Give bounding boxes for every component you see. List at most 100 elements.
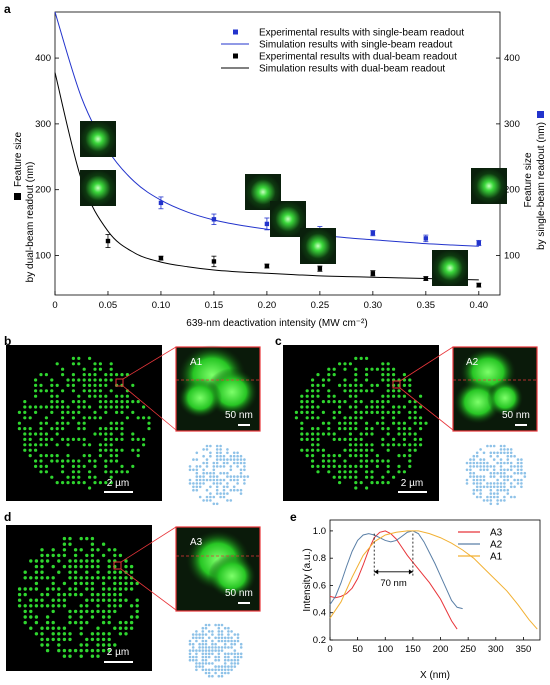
pattern-dot xyxy=(359,416,363,420)
pattern-dot xyxy=(96,626,100,630)
pattern-dot xyxy=(202,471,205,475)
pattern-dot xyxy=(44,437,49,441)
pattern-dot xyxy=(499,488,503,492)
pattern-dot xyxy=(226,471,229,475)
pattern-dot xyxy=(496,492,499,495)
pattern-dot xyxy=(220,639,224,643)
x-tick-label-e: 250 xyxy=(460,644,476,655)
pattern-dot xyxy=(51,581,55,586)
pattern-dot xyxy=(85,570,89,574)
pattern-dot xyxy=(469,458,472,461)
pattern-dot xyxy=(513,454,516,458)
pattern-dot xyxy=(23,448,27,452)
pattern-dot xyxy=(66,454,70,458)
pattern-dot xyxy=(17,592,22,597)
pattern-dot xyxy=(215,478,219,482)
pattern-dot xyxy=(115,427,119,431)
pattern-dot xyxy=(359,454,363,458)
pattern-dot xyxy=(44,470,49,474)
pattern-dot xyxy=(55,432,59,436)
y-tick-label-e: 0.2 xyxy=(313,635,326,646)
pattern-dot xyxy=(230,658,233,662)
scale-label-d: 2 µm xyxy=(107,647,129,658)
pattern-dot xyxy=(51,632,55,636)
pattern-dot xyxy=(321,432,325,436)
pattern-dot xyxy=(413,405,417,409)
pattern-dot xyxy=(205,495,209,499)
pattern-dot xyxy=(124,559,128,563)
pattern-dot xyxy=(392,367,396,371)
pattern-dot xyxy=(365,459,369,463)
pattern-dot xyxy=(77,405,81,409)
pattern-dot xyxy=(188,639,192,643)
pattern-dot xyxy=(503,444,506,448)
pattern-dot xyxy=(227,668,230,672)
pattern-dot xyxy=(219,492,222,495)
pattern-dot xyxy=(129,626,134,630)
pattern-dot xyxy=(61,464,65,468)
pattern-dot xyxy=(79,581,83,586)
pattern-dot xyxy=(311,459,315,463)
pattern-dot xyxy=(77,427,81,431)
pattern-dot xyxy=(129,576,134,580)
pattern-dot xyxy=(375,464,379,468)
pattern-dot xyxy=(68,654,72,658)
pattern-dot xyxy=(88,394,92,398)
pattern-dot xyxy=(509,448,513,451)
pattern-dot xyxy=(509,461,513,465)
pattern-dot xyxy=(492,468,496,472)
pattern-dot xyxy=(50,459,54,463)
pattern-dot xyxy=(503,461,506,465)
pattern-dot xyxy=(79,536,83,541)
pattern-dot xyxy=(85,536,89,541)
pattern-dot xyxy=(503,485,506,489)
pattern-dot xyxy=(496,499,499,502)
pattern-dot xyxy=(77,378,81,382)
pattern-dot xyxy=(397,389,401,393)
pattern-dot xyxy=(62,648,67,653)
roi-connector-b2 xyxy=(122,385,177,431)
pattern-dot xyxy=(205,458,209,461)
pattern-dot xyxy=(66,421,70,425)
pattern-dot xyxy=(109,481,113,485)
pattern-dot xyxy=(90,648,95,653)
pattern-dot xyxy=(338,383,342,387)
pattern-dot xyxy=(316,383,320,387)
pattern-dot xyxy=(365,405,369,409)
pattern-dot xyxy=(101,553,106,558)
pattern-dot xyxy=(29,559,33,563)
pattern-dot xyxy=(354,405,358,409)
pattern-dot xyxy=(215,492,219,495)
pattern-dot xyxy=(192,458,195,461)
pattern-dot xyxy=(227,658,230,662)
pattern-dot xyxy=(386,427,390,431)
pattern-dot xyxy=(214,646,217,649)
pattern-dot xyxy=(107,564,111,569)
pattern-dot xyxy=(475,465,479,468)
pattern-dot xyxy=(311,400,315,404)
pattern-dot xyxy=(229,454,233,458)
pattern-dot xyxy=(509,465,513,468)
pattern-dot xyxy=(88,416,92,420)
pattern-dot xyxy=(23,400,27,404)
pattern-dot xyxy=(486,499,489,502)
pattern-dot xyxy=(209,492,212,495)
pattern-dot xyxy=(61,405,65,409)
pattern-dot xyxy=(338,464,342,468)
pattern-dot xyxy=(386,464,390,468)
pattern-dot xyxy=(397,443,401,447)
pattern-dot xyxy=(107,559,111,563)
pattern-dot xyxy=(214,665,217,668)
pattern-dot xyxy=(198,485,202,489)
pattern-dot xyxy=(509,485,513,489)
pattern-dot xyxy=(408,464,412,468)
pattern-dot xyxy=(402,373,406,377)
pattern-dot xyxy=(98,432,102,436)
pattern-dot xyxy=(93,464,97,468)
pattern-dot xyxy=(202,499,205,502)
pattern-dot xyxy=(191,655,195,659)
pattern-dot xyxy=(71,416,75,420)
pattern-dot xyxy=(219,482,222,485)
pattern-dot xyxy=(198,465,202,468)
pattern-dot xyxy=(131,448,135,452)
